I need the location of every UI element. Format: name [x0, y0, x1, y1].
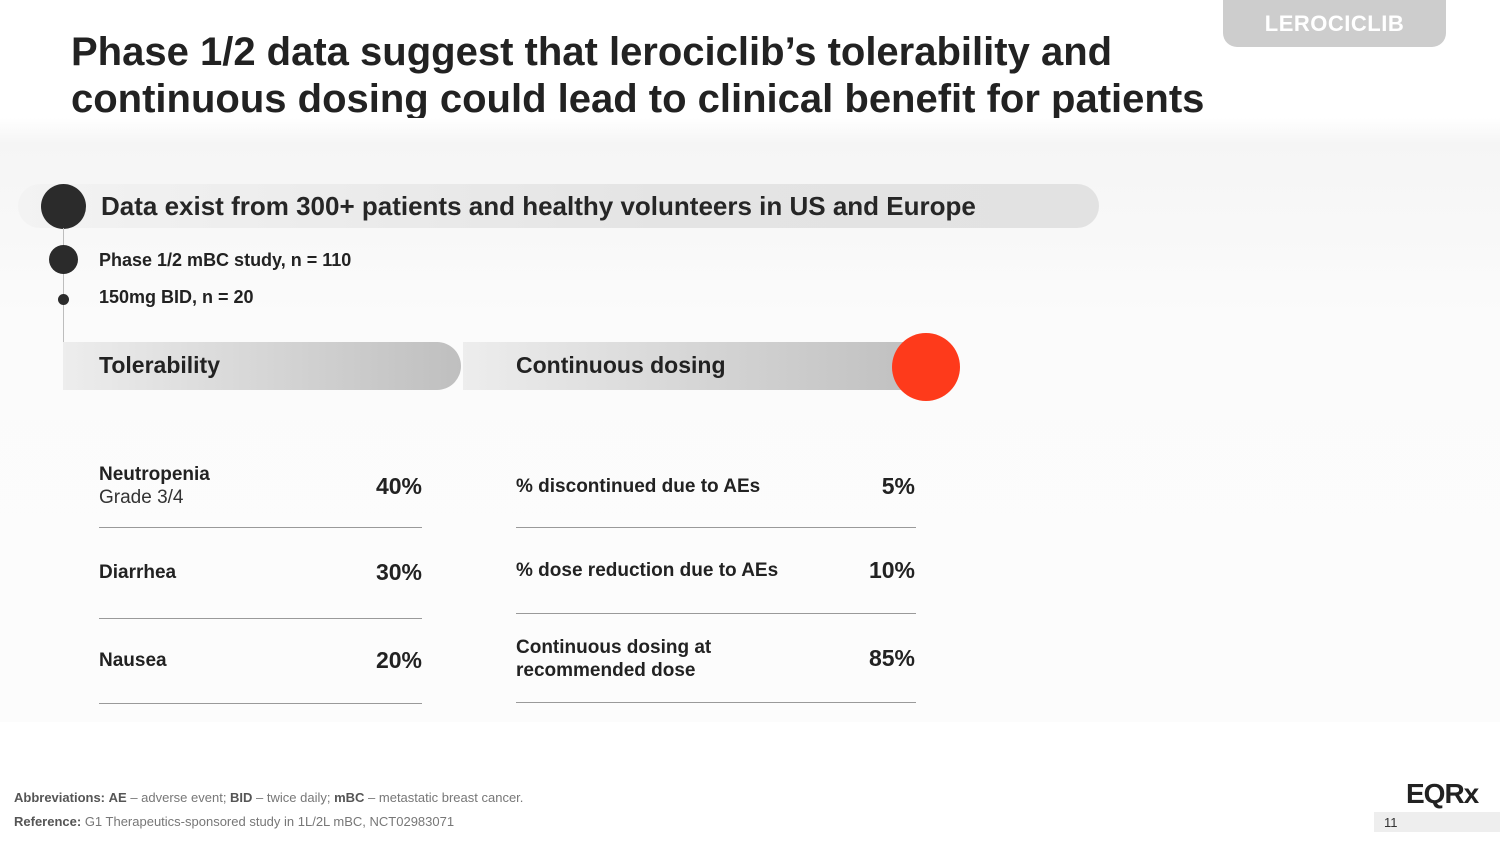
- page-number: 11: [1374, 812, 1500, 832]
- tolerability-row-label: Diarrhea: [99, 562, 177, 583]
- row-divider: [99, 703, 422, 704]
- dosing-row-value: 85%: [868, 645, 915, 671]
- study-description: Phase 1/2 mBC study, n = 110: [99, 250, 352, 270]
- continuous-dosing-header: Continuous dosing: [516, 352, 726, 378]
- content-panel: [0, 142, 1500, 722]
- continuous-dosing-header-bar: [463, 342, 923, 390]
- row-divider: [516, 527, 916, 528]
- dosing-row-value: 10%: [868, 557, 915, 583]
- header-fade: [0, 118, 1500, 142]
- abbreviations-footnote: Abbreviations: AE – adverse event; BID –…: [14, 790, 524, 805]
- dosing-row-label: Continuous dosing at recommended dose: [516, 637, 712, 681]
- row-divider: [516, 702, 916, 703]
- dosing-row-label: % dose reduction due to AEs: [516, 560, 779, 581]
- row-divider: [99, 618, 422, 619]
- study-bullet-icon: [49, 245, 78, 274]
- eqrx-logo: EQRx: [1406, 778, 1479, 809]
- tolerability-row-value: 30%: [375, 559, 422, 585]
- reference-footnote: Reference: G1 Therapeutics-sponsored stu…: [14, 814, 455, 829]
- row-divider: [516, 613, 916, 614]
- tolerability-row-label: Neutropenia Grade 3/4: [99, 464, 210, 508]
- dose-bullet-icon: [58, 294, 69, 305]
- summary-banner: [18, 184, 1099, 228]
- banner-bullet-icon: [41, 184, 86, 229]
- tolerability-header-bar: [63, 342, 461, 390]
- accent-circle-icon: [892, 333, 960, 401]
- tolerability-row-label: Nausea: [99, 650, 167, 671]
- dose-description: 150mg BID, n = 20: [99, 287, 254, 307]
- tolerability-row-sublabel: Grade 3/4: [99, 487, 184, 508]
- dosing-row-label: % discontinued due to AEs: [516, 476, 761, 497]
- slide-tag: LEROCICLIB: [1223, 0, 1446, 47]
- row-divider: [99, 527, 422, 528]
- tolerability-header: Tolerability: [99, 352, 220, 378]
- summary-banner-text: Data exist from 300+ patients and health…: [101, 191, 976, 221]
- timeline-connector: [63, 228, 64, 390]
- page-title: Phase 1/2 data suggest that lerociclib’s…: [71, 30, 1205, 121]
- tolerability-row-value: 20%: [375, 647, 422, 673]
- tolerability-row-value: 40%: [375, 473, 422, 499]
- dosing-row-value: 5%: [881, 473, 915, 499]
